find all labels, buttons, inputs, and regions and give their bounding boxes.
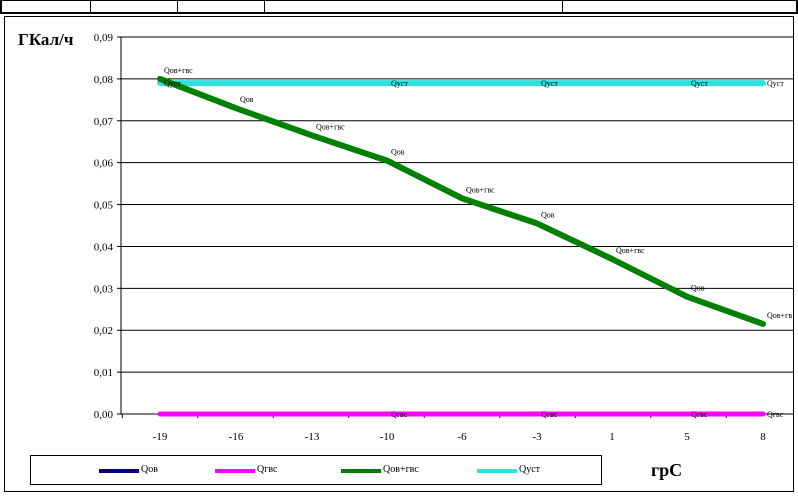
x-tick-label: -10 [380,431,395,443]
y-tick-label: 0,08 [94,74,114,86]
legend-swatch [215,469,255,473]
sheet-cell-divider [562,1,563,12]
legend-label: Qов [141,464,158,475]
data-label: Qов+гвс [164,66,193,75]
data-label: Qов+гвс [616,246,645,255]
x-tick-label: -3 [532,431,542,443]
sheet-cell-divider [264,1,265,12]
x-tick-label: -19 [153,431,168,443]
y-tick-label: 0,01 [94,367,113,379]
legend-label: Qуст [519,464,541,475]
chart-legend: Qов Qгвс Qов+гвс Qуст [30,455,602,485]
legend-swatch [99,469,139,473]
legend-label: Qгвс [257,464,278,475]
sheet-cell-divider [90,1,91,12]
y-axis-title: ГКал/ч [18,30,74,49]
y-tick-label: 0,09 [94,32,114,44]
data-label: Qуст [767,79,784,88]
y-tick-label: 0,00 [94,409,114,421]
data-label: Qов+гв [767,311,792,320]
data-label: Qуст [691,79,708,88]
data-label: Qуст [164,79,181,88]
data-label: Qгвс [767,410,784,419]
data-label: Qов+гвс [316,122,345,131]
data-label: Qов [240,95,254,104]
data-label: Qов [691,284,705,293]
x-tick-label: 8 [760,431,766,443]
x-tick-label: -6 [457,431,467,443]
legend-swatch [477,469,517,473]
data-label: Qов [391,148,405,157]
sheet-cell-divider [177,1,178,12]
y-tick-label: 0,04 [94,241,114,253]
x-axis-title: грС [651,460,683,480]
x-tick-label: 5 [684,431,690,443]
data-label: Qгвс [541,410,558,419]
x-tick-label: -16 [229,431,244,443]
data-label: Qов+гвс [466,185,495,194]
x-tick-label: 1 [609,431,615,443]
data-label: Qуст [541,79,558,88]
data-label: Qгвс [391,410,408,419]
series-line [157,75,766,327]
data-label: Qгвс [691,410,708,419]
data-label: Qуст [391,79,408,88]
data-label: Qов [541,210,555,219]
y-tick-label: 0,05 [94,200,114,212]
y-tick-label: 0,06 [94,158,114,170]
y-tick-label: 0,03 [94,283,114,295]
legend-swatch [341,469,381,473]
x-tick-label: -13 [305,431,320,443]
legend-label: Qов+гвс [383,464,419,475]
y-tick-label: 0,07 [94,116,114,128]
top-sheet-strip [0,0,798,14]
y-tick-label: 0,02 [94,325,113,337]
